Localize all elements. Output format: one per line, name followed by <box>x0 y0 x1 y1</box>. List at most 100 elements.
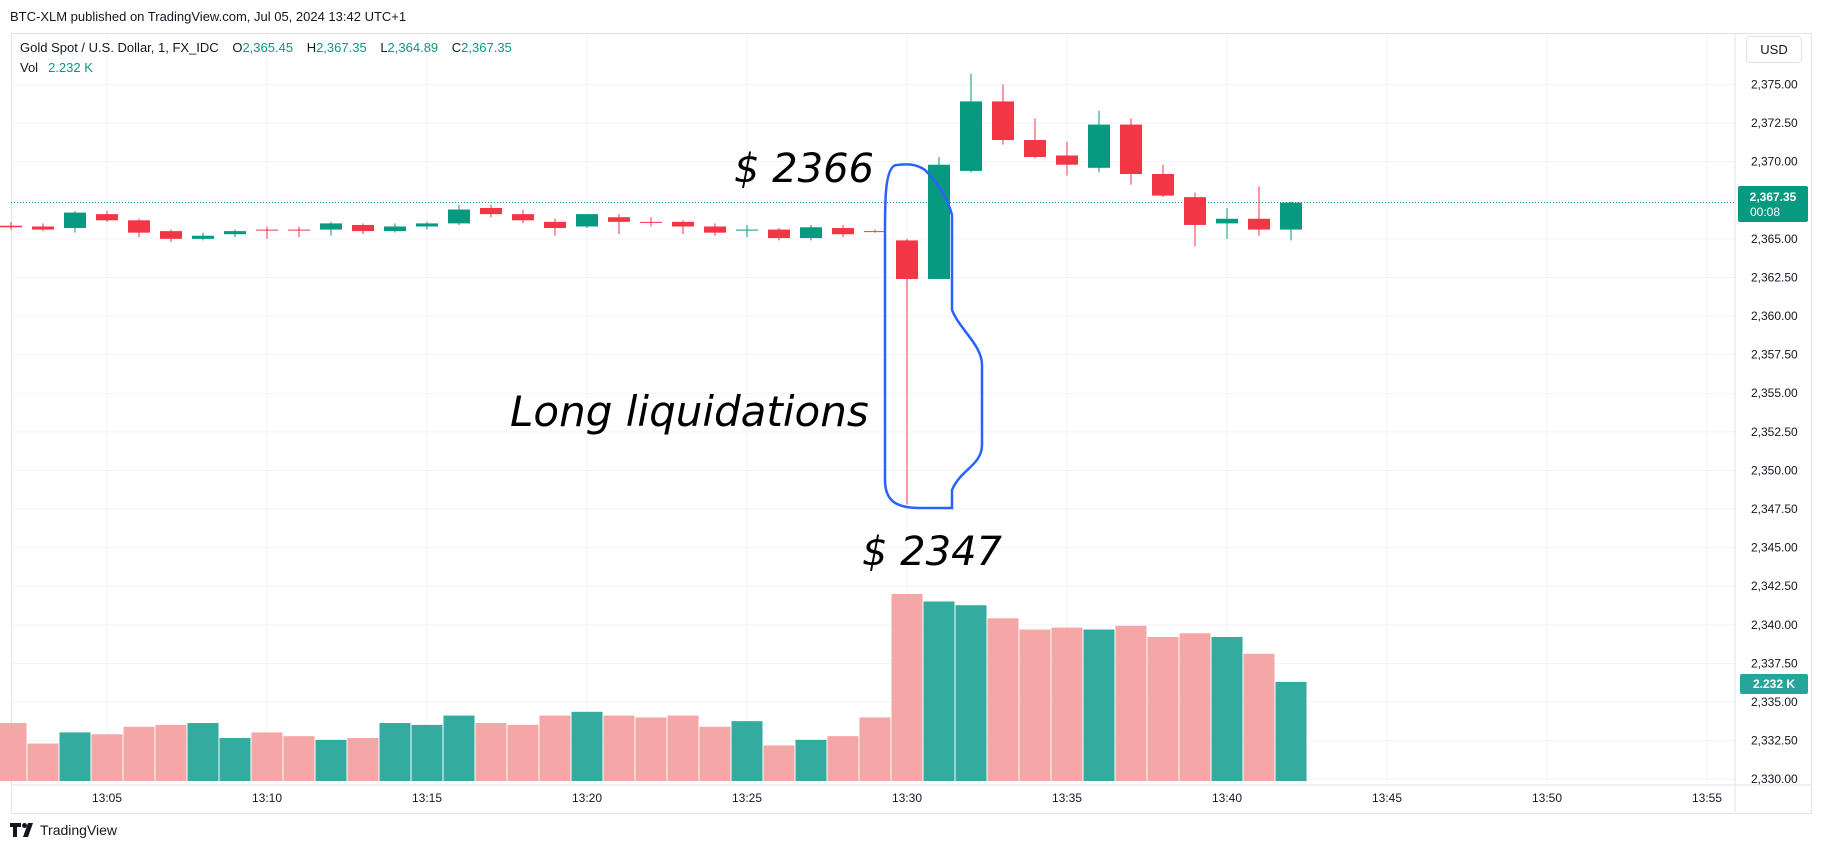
candle-body <box>1184 197 1206 225</box>
volume-bar <box>667 715 699 781</box>
candle <box>96 211 118 222</box>
y-tick-label: 2,357.50 <box>1751 348 1798 362</box>
volume-layer <box>0 594 1307 781</box>
volume-bar <box>1051 627 1083 781</box>
candle-body <box>288 229 310 231</box>
candle-body <box>1056 155 1078 165</box>
volume-bar <box>251 732 283 781</box>
y-tick-label: 2,350.00 <box>1751 463 1798 477</box>
candle <box>1056 141 1078 176</box>
candle <box>928 157 950 279</box>
candle <box>832 224 854 238</box>
candle-body <box>864 231 886 233</box>
time-axis: 13:05 13:10 13:15 13:20 13:25 13:30 13:35 13:40… <box>11 784 1812 805</box>
candle-body <box>128 220 150 233</box>
candle-body <box>704 226 726 233</box>
legend-close-label: C <box>451 40 462 55</box>
grid-layer <box>11 34 1735 780</box>
y-tick-label: 2,345.00 <box>1751 541 1798 555</box>
annotation-long-liquidations: Long liquidations <box>510 387 869 436</box>
volume-bar <box>1179 633 1211 781</box>
y-tick-label: 2,362.50 <box>1751 270 1798 284</box>
y-tick-label: 2,340.00 <box>1751 618 1798 632</box>
candle-body <box>800 227 822 239</box>
candle <box>288 226 310 238</box>
volume-tag: 2.232 K <box>1740 674 1808 694</box>
y-tick-label: 2,355.00 <box>1751 386 1798 400</box>
legend-low-value: 2,364.89 <box>387 40 439 55</box>
candle <box>672 220 694 235</box>
candle-body <box>64 212 86 229</box>
candle-body <box>640 221 662 223</box>
volume-bar <box>827 736 859 781</box>
candle <box>448 204 470 225</box>
volume-bar <box>923 601 955 781</box>
currency-button[interactable]: USD <box>1746 36 1802 63</box>
x-tick-label: 13:30 <box>892 791 922 805</box>
x-tick-label: 13:50 <box>1532 791 1562 805</box>
volume-bar <box>475 723 507 781</box>
candle <box>1152 164 1174 198</box>
legend-symbol[interactable]: Gold Spot / U.S. Dollar, 1, FX_IDC <box>20 40 219 55</box>
y-tick-label: 2,360.00 <box>1751 309 1798 323</box>
legend-volume-label[interactable]: Vol <box>20 60 39 75</box>
volume-bar <box>1115 625 1147 781</box>
candle-body <box>416 223 438 227</box>
x-tick-label: 13:20 <box>572 791 602 805</box>
volume-bar <box>187 723 219 781</box>
volume-bar <box>891 594 923 781</box>
volume-bar <box>59 732 91 781</box>
volume-bar <box>347 737 379 781</box>
legend-high-value: 2,367.35 <box>316 40 367 55</box>
volume-bar <box>507 724 539 781</box>
candle-body <box>256 229 278 231</box>
volume-bar <box>539 715 571 781</box>
candle-body <box>896 240 918 279</box>
published-caption: BTC-XLM published on TradingView.com, Ju… <box>10 9 407 24</box>
volume-tag-value: 2.232 K <box>1753 677 1795 691</box>
candle <box>1280 201 1302 241</box>
volume-bar <box>1147 637 1179 781</box>
candle <box>192 232 214 241</box>
volume-bar <box>1083 629 1115 781</box>
annotation-top-price: $ 2366 <box>734 146 874 192</box>
candle <box>32 223 54 232</box>
candle-layer <box>0 73 1302 505</box>
volume-bar <box>123 726 155 781</box>
x-tick-label: 13:45 <box>1372 791 1402 805</box>
candle <box>416 221 438 230</box>
candle-body <box>512 214 534 221</box>
y-tick-label: 2,375.00 <box>1751 77 1798 91</box>
candle-body <box>960 101 982 171</box>
volume-bar <box>731 721 763 781</box>
volume-bar <box>955 605 987 781</box>
last-price-value: 2,367.35 <box>1750 190 1797 204</box>
candle-body <box>608 217 630 222</box>
candle-body <box>1024 140 1046 158</box>
candle <box>768 228 790 241</box>
last-price-countdown: 00:08 <box>1750 205 1780 219</box>
y-tick-label: 2,332.50 <box>1751 734 1798 748</box>
volume-bar <box>379 723 411 781</box>
candle <box>1184 192 1206 247</box>
volume-bar <box>0 723 27 781</box>
candle-body <box>768 229 790 239</box>
candle-body <box>1120 124 1142 174</box>
tradingview-logo[interactable]: TradingView <box>10 822 117 838</box>
y-tick-label: 2,372.50 <box>1751 116 1798 130</box>
candle-body <box>1248 218 1270 230</box>
candle-body <box>928 164 950 279</box>
legend-volume-value: 2.232 K <box>48 60 93 75</box>
candle-body <box>544 221 566 229</box>
price-axis: 2,330.00 2,332.50 2,335.00 2,337.50 2,340.00… <box>1734 34 1798 812</box>
volume-bar <box>1243 653 1275 781</box>
candle-body <box>384 226 406 232</box>
volume-bar <box>1275 681 1307 781</box>
chart-frame <box>11 33 1812 814</box>
x-tick-label: 13:10 <box>252 791 282 805</box>
annotation-bottom-price: $ 2347 <box>862 529 1003 575</box>
legend-open-label: O <box>232 40 243 55</box>
candle <box>704 223 726 236</box>
candle <box>992 84 1014 145</box>
